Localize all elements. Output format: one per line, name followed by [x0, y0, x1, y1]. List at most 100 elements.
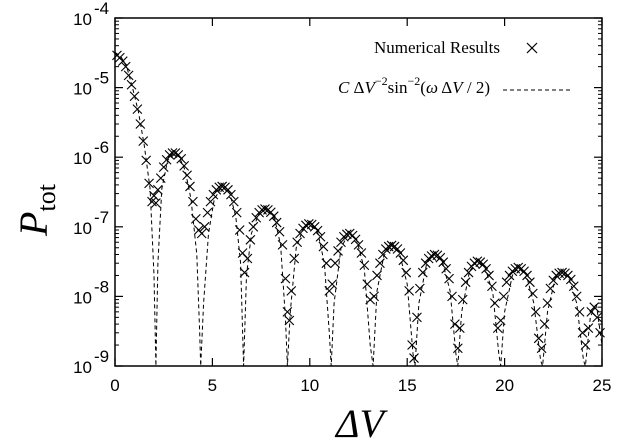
- series-fit-curve: [114, 51, 603, 367]
- data-point: [155, 173, 166, 184]
- y-tick-label-exponent: -6: [94, 138, 109, 157]
- data-point: [401, 267, 412, 278]
- data-point: [478, 259, 489, 270]
- data-point: [350, 234, 361, 245]
- data-point: [138, 136, 149, 147]
- data-point: [574, 306, 585, 317]
- plot-frame: [114, 17, 603, 367]
- y-tick-label: 10: [73, 10, 92, 29]
- y-tick-label-exponent: -9: [94, 347, 109, 366]
- data-point: [182, 170, 192, 181]
- data-point: [513, 262, 524, 273]
- data-point: [472, 256, 483, 267]
- x-tick-label: 10: [300, 376, 319, 395]
- data-point: [359, 260, 370, 271]
- y-tick-label: 10: [73, 219, 92, 238]
- data-point: [375, 258, 385, 269]
- legend-label-numerical-results: Numerical Results: [374, 38, 500, 57]
- data-point: [117, 56, 128, 67]
- data-point: [525, 277, 535, 288]
- legend-marker-x: [526, 42, 538, 54]
- data-point: [196, 228, 207, 239]
- data-point: [234, 225, 245, 235]
- data-point: [519, 266, 529, 277]
- data-point: [284, 315, 295, 326]
- data-point: [489, 298, 500, 309]
- data-point: [205, 196, 216, 207]
- data-point: [530, 306, 541, 317]
- data-point: [242, 253, 253, 264]
- data-point: [123, 70, 134, 81]
- data-point: [286, 286, 297, 296]
- data-point: [484, 270, 494, 281]
- data-point: [295, 228, 305, 239]
- x-axis-title: ΔV: [334, 401, 388, 441]
- data-point: [327, 279, 338, 290]
- y-tick-label: 10: [73, 358, 92, 377]
- data-point: [228, 196, 239, 207]
- data-point: [333, 246, 343, 256]
- data-point: [347, 230, 358, 241]
- data-point: [441, 263, 452, 274]
- data-point: [395, 248, 406, 258]
- data-point: [548, 275, 559, 286]
- data-point: [226, 189, 236, 200]
- data-point: [280, 273, 291, 284]
- data-point: [292, 237, 303, 248]
- y-tick-label: 10: [73, 288, 92, 307]
- data-point: [498, 291, 509, 302]
- data-point: [190, 213, 201, 224]
- data-point: [271, 217, 282, 228]
- x-tick-label: 15: [398, 376, 417, 395]
- data-point: [362, 279, 373, 290]
- data-point: [152, 184, 163, 195]
- data-point: [265, 207, 276, 218]
- data-point: [469, 258, 480, 269]
- data-point: [557, 267, 567, 278]
- data-point: [457, 294, 468, 305]
- data-point: [460, 277, 471, 288]
- data-point: [539, 319, 550, 329]
- data-point: [412, 312, 422, 323]
- data-point: [536, 343, 547, 354]
- data-point: [312, 225, 323, 236]
- data-point: [341, 229, 352, 240]
- data-point: [392, 244, 403, 254]
- data-point: [274, 226, 285, 237]
- data-point: [289, 253, 300, 264]
- data-point: [452, 343, 463, 354]
- data-point: [144, 178, 154, 189]
- data-point: [126, 79, 137, 90]
- data-point: [303, 219, 314, 229]
- data-point: [398, 255, 409, 266]
- data-point: [179, 161, 190, 171]
- data-point: [149, 190, 159, 201]
- data-point: [545, 283, 556, 294]
- data-point: [577, 327, 588, 338]
- data-point: [277, 239, 288, 250]
- data-point: [199, 221, 210, 232]
- legend-label-fit-curve: C ΔV−2sin−2(ω ΔV / 2): [338, 74, 490, 97]
- data-point: [533, 333, 544, 344]
- data-point: [336, 237, 346, 248]
- data-point: [120, 61, 131, 72]
- data-point: [223, 184, 233, 195]
- data-point: [542, 298, 553, 309]
- data-point: [501, 277, 512, 288]
- data-point: [164, 149, 175, 160]
- data-point: [135, 119, 146, 129]
- data-point: [158, 162, 169, 173]
- data-point: [444, 273, 454, 284]
- data-point: [176, 153, 187, 164]
- data-point: [450, 319, 460, 329]
- data-point: [504, 270, 515, 281]
- data-point: [188, 196, 198, 207]
- data-point: [268, 211, 279, 222]
- y-tick-label-exponent: -5: [94, 69, 109, 88]
- x-tick-label: 25: [593, 376, 612, 395]
- data-point: [481, 263, 491, 274]
- data-point: [377, 249, 388, 260]
- data-point: [173, 149, 184, 160]
